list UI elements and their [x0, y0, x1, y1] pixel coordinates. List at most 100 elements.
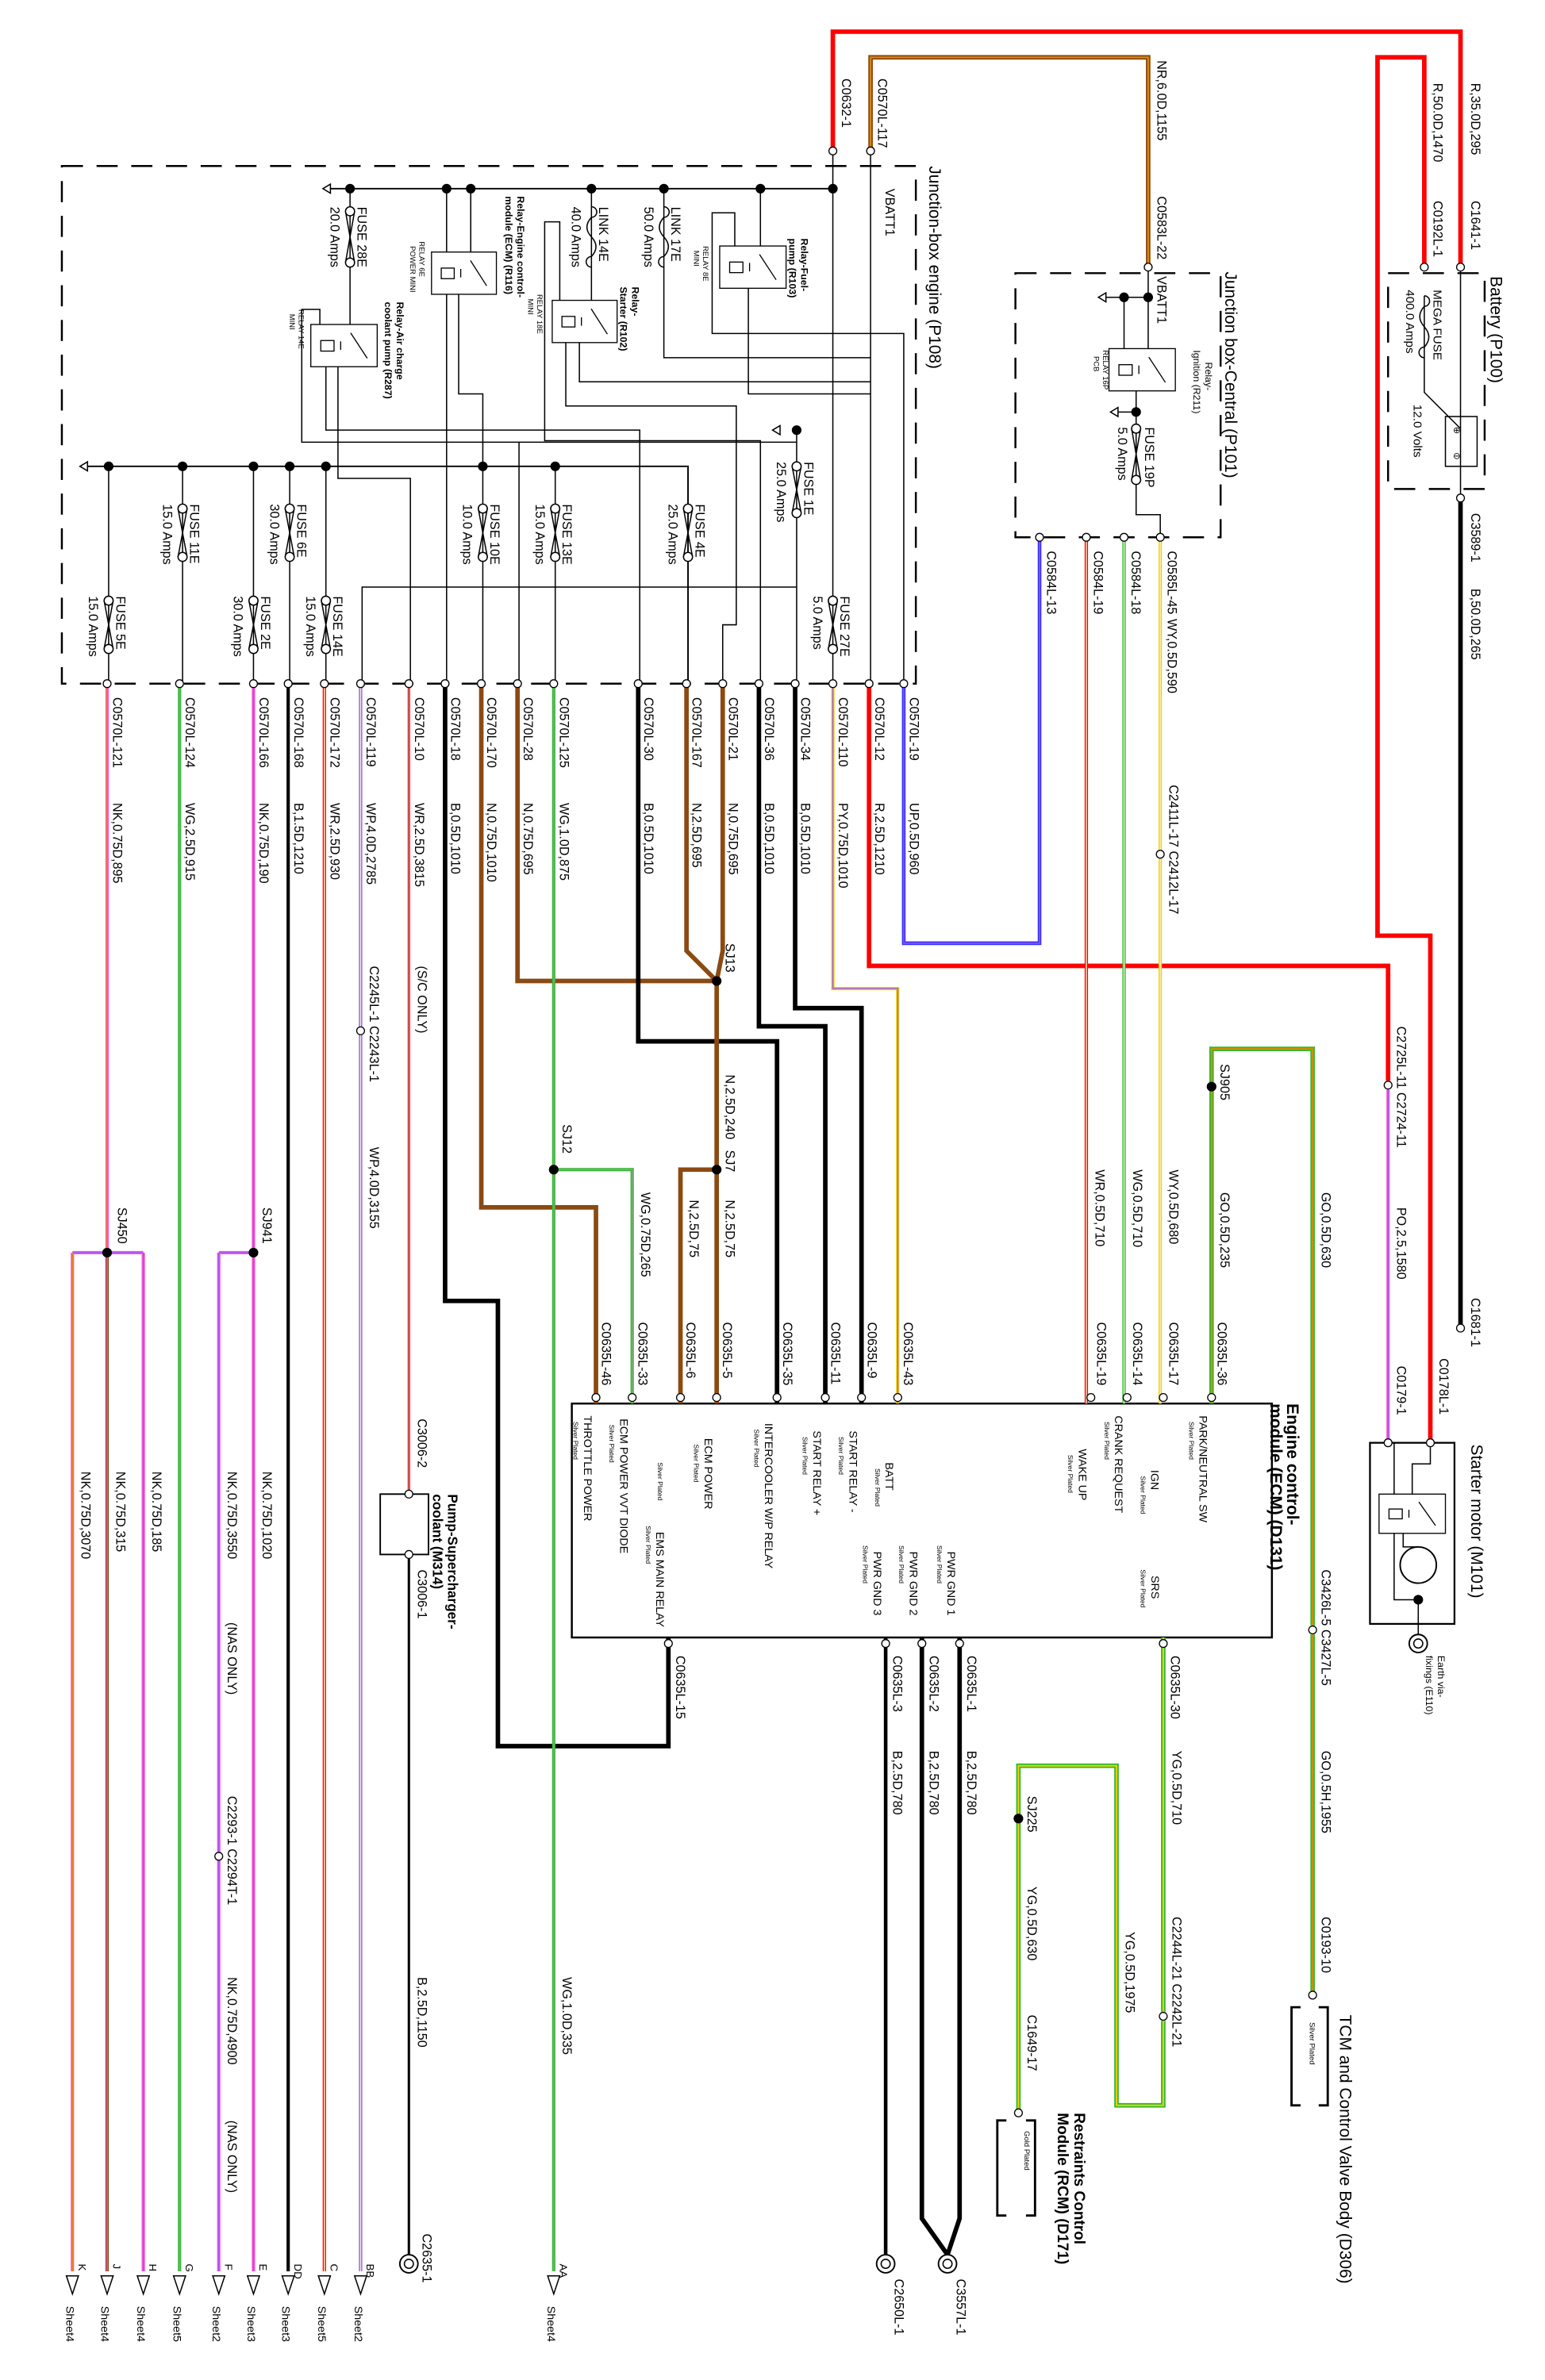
connector-C0570L[interactable] — [440, 679, 450, 689]
ecm-pin[interactable] — [893, 1392, 902, 1403]
relay-icon — [719, 245, 787, 290]
connector-pin[interactable] — [1013, 2108, 1024, 2117]
connector-C0570L[interactable] — [102, 679, 112, 689]
connector-C0570L[interactable] — [513, 679, 522, 689]
ecm-pin[interactable] — [1122, 1392, 1132, 1403]
connector-C0570L[interactable] — [175, 679, 184, 689]
relay-name: Relay-Air charge — [394, 301, 405, 379]
connector-C0570L[interactable] — [283, 679, 293, 689]
ecm-pin[interactable] — [857, 1392, 867, 1403]
wire-spec: WG,2.5D,915 — [183, 803, 197, 881]
wire — [919, 1637, 950, 2256]
connector-C0570L[interactable] — [718, 679, 728, 689]
inline-connector[interactable] — [1383, 1081, 1393, 1090]
fuse-name: FUSE 1E — [801, 462, 815, 516]
connector-pin[interactable] — [1455, 493, 1466, 503]
inline-connector[interactable] — [1308, 1625, 1317, 1635]
earth-C2635-1-icon — [398, 2254, 419, 2274]
fuse-rating: 20.0 Amps — [327, 207, 341, 267]
ecm-pin[interactable] — [1207, 1392, 1216, 1403]
wire-spec: B,0.5D,1010 — [762, 803, 776, 874]
connector-pin[interactable] — [404, 1489, 413, 1499]
ecm-pin[interactable] — [675, 1392, 686, 1403]
connector-C0570L[interactable] — [356, 679, 366, 689]
wire — [79, 465, 689, 684]
ecm-pin[interactable] — [821, 1392, 830, 1403]
jb-central-feed-wire-stripe — [870, 56, 1149, 267]
wire-spec: N,2.5D,695 — [690, 803, 704, 868]
connector-C0570L[interactable] — [754, 679, 763, 689]
ecm-pin-label: THROTTLE POWER — [581, 1415, 594, 1521]
connector-C0570L-117[interactable] — [866, 146, 875, 155]
jb-central-title: Junction box-Central (P101) — [1221, 271, 1239, 478]
ecm-pin[interactable] — [955, 1639, 964, 1649]
connector-pin[interactable] — [1308, 1990, 1317, 2000]
tcm-title: TCM and Control Valve Body (D306) — [1336, 2015, 1354, 2284]
connector-jb-central-output[interactable] — [1035, 532, 1044, 542]
inline-connector[interactable] — [214, 1852, 224, 1861]
ecm-pin[interactable] — [881, 1639, 890, 1649]
ecm-pin[interactable] — [1159, 1392, 1168, 1403]
ecm-pin[interactable] — [1086, 1392, 1096, 1403]
ecm-pin[interactable] — [917, 1639, 927, 1649]
connector-C0570L[interactable] — [682, 679, 691, 689]
connector-pin[interactable] — [404, 1549, 413, 1560]
connector-label: C1641-1 — [1468, 201, 1482, 250]
sheet-reference-arrow-icon[interactable] — [246, 2274, 261, 2296]
ecm-pin-label: PWR GND 2 — [907, 1552, 920, 1616]
connector-jb-central-output[interactable] — [1119, 532, 1129, 542]
sheet-reference-arrow-icon[interactable] — [172, 2274, 186, 2296]
ecm-pin[interactable] — [1159, 1639, 1168, 1649]
connector-C0570L[interactable] — [476, 679, 486, 689]
ecm-pin[interactable] — [772, 1392, 782, 1403]
splice-junction — [441, 183, 452, 194]
wire-spec: NK,0.75D,190 — [256, 803, 271, 884]
inline-connector[interactable] — [1159, 2011, 1168, 2021]
harness-label: (NAS ONLY) — [225, 2121, 239, 2193]
relay-type: MINI — [692, 251, 701, 267]
ecm-pin-label: IGN — [1148, 1470, 1161, 1490]
connector-C0570L[interactable] — [248, 679, 259, 689]
inline-connector[interactable] — [356, 1026, 366, 1035]
sheet-reference-label: Sheet5 — [315, 2306, 328, 2342]
connector-pin[interactable] — [1383, 1438, 1393, 1448]
ecm-pin[interactable] — [663, 1639, 673, 1649]
connector-pin[interactable] — [1455, 263, 1466, 272]
connector-C0570L[interactable] — [404, 679, 413, 689]
connector-C0632-1[interactable] — [828, 146, 838, 155]
sheet-reference-arrow-icon[interactable] — [281, 2274, 295, 2296]
ecm-pin[interactable] — [628, 1392, 637, 1403]
connector-pin[interactable] — [1455, 1323, 1466, 1333]
fuse-name: FUSE 13E — [559, 504, 574, 565]
sheet-reference-arrow-icon[interactable] — [65, 2274, 79, 2296]
connector-pin[interactable] — [1420, 263, 1429, 272]
fuse-icon — [321, 595, 332, 654]
battery-plus-icon: ⊕ — [1453, 426, 1461, 436]
jb-engine-title: Junction-box engine (P108) — [925, 166, 944, 369]
ecm-pin[interactable] — [591, 1392, 601, 1403]
connector-pin[interactable] — [1425, 1438, 1435, 1448]
sheet-reference-arrow-icon[interactable] — [317, 2274, 332, 2296]
harness-label: (NAS ONLY) — [225, 1622, 239, 1695]
sheet-reference-arrow-icon[interactable] — [353, 2274, 368, 2296]
connector-jb-central-output[interactable] — [1155, 532, 1165, 542]
motor-icon — [1399, 1545, 1438, 1584]
ecm-connector-label: C0635L-35 — [780, 1322, 794, 1385]
connector-label: C1681-1 — [1468, 1298, 1482, 1347]
connector-jb-central-output[interactable] — [1082, 532, 1091, 542]
connector-C0583L-22[interactable] — [1143, 263, 1153, 272]
inline-connector[interactable] — [1155, 850, 1165, 859]
sheet-reference-arrow-icon[interactable] — [136, 2274, 151, 2296]
ecm-pin[interactable] — [712, 1392, 721, 1403]
sheet-reference-arrow-icon[interactable] — [212, 2274, 226, 2296]
connector-C0570L[interactable] — [790, 679, 800, 689]
connector-C0570L[interactable] — [864, 679, 874, 689]
connector-C0570L[interactable] — [899, 679, 909, 689]
connector-C0570L[interactable] — [320, 679, 329, 689]
sheet-reference-arrow-icon[interactable] — [547, 2274, 561, 2296]
sheet-reference-arrow-icon[interactable] — [100, 2274, 114, 2296]
connector-C0570L[interactable] — [828, 679, 838, 689]
connector-C0570L[interactable] — [549, 679, 559, 689]
sheet-pin-label: E — [257, 2264, 269, 2271]
connector-C0570L[interactable] — [633, 679, 643, 689]
